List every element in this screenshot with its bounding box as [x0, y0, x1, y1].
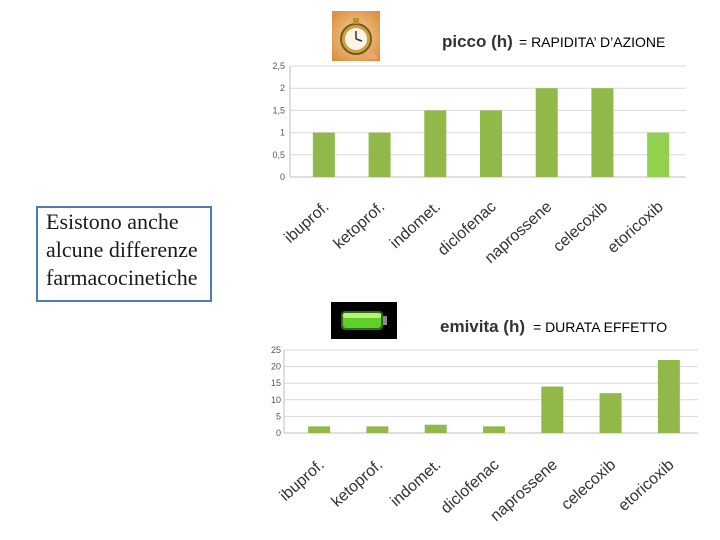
y-tick-label: 1,5 — [272, 105, 285, 115]
chart-emivita-subtitle: = DURATA EFFETTO — [533, 319, 667, 335]
x-category-label: etoricoxib — [615, 456, 677, 515]
stopwatch-icon — [332, 11, 380, 61]
bar — [368, 132, 391, 177]
y-tick-label: 10 — [271, 395, 281, 405]
y-tick-label: 20 — [271, 362, 281, 372]
chart-picco-title: picco (h) — [442, 32, 513, 51]
x-category-label: etoricoxib — [605, 198, 667, 257]
y-tick-label: 1 — [280, 128, 285, 138]
x-category-label: celecoxib — [558, 456, 619, 513]
y-tick-label: 15 — [271, 378, 281, 388]
y-tick-label: 2 — [280, 83, 285, 93]
x-category-label: ketoprof. — [328, 456, 386, 510]
bar — [535, 88, 558, 177]
y-tick-label: 0,5 — [272, 150, 285, 160]
y-tick-label: 2,5 — [272, 61, 285, 71]
y-tick-label: 0 — [276, 428, 281, 438]
note-line-3: farmacocinetiche — [46, 265, 198, 290]
x-category-label: celecoxib — [550, 198, 611, 255]
x-category-label: ibuprof. — [277, 456, 328, 504]
y-tick-label: 5 — [276, 411, 281, 421]
chart-emivita: emivita (h) = DURATA EFFETTO 0 5 10 15 20 25 i… — [271, 317, 698, 525]
y-tick-label: 25 — [271, 345, 281, 355]
bar — [647, 132, 670, 177]
chart-picco: picco (h) = RAPIDITA’ D’AZIONE 0 0,5 1 1,5 2… — [272, 32, 686, 267]
bar — [424, 424, 447, 433]
note-line-1: Esistono anche — [46, 209, 179, 234]
note-box: Esistono anche alcune differenze farmaco… — [36, 206, 212, 302]
bar — [657, 359, 680, 433]
bar — [541, 386, 564, 433]
bar — [591, 88, 614, 177]
chart-picco-subtitle: = RAPIDITA’ D’AZIONE — [519, 34, 665, 50]
x-category-label: indomet. — [387, 198, 444, 252]
bar — [366, 426, 389, 433]
x-category-label: ketoprof. — [331, 198, 389, 252]
bar — [312, 132, 335, 177]
note-line-2: alcune differenze — [46, 237, 198, 262]
y-tick-label: 0 — [280, 172, 285, 182]
x-category-label: ibuprof. — [281, 198, 332, 246]
x-category-label: indomet. — [387, 456, 444, 510]
chart-emivita-title: emivita (h) — [440, 317, 525, 336]
battery-icon — [331, 302, 397, 339]
bar — [308, 426, 331, 433]
bar — [483, 426, 505, 433]
bar — [480, 110, 502, 177]
bar — [599, 393, 622, 433]
bar — [424, 110, 447, 177]
